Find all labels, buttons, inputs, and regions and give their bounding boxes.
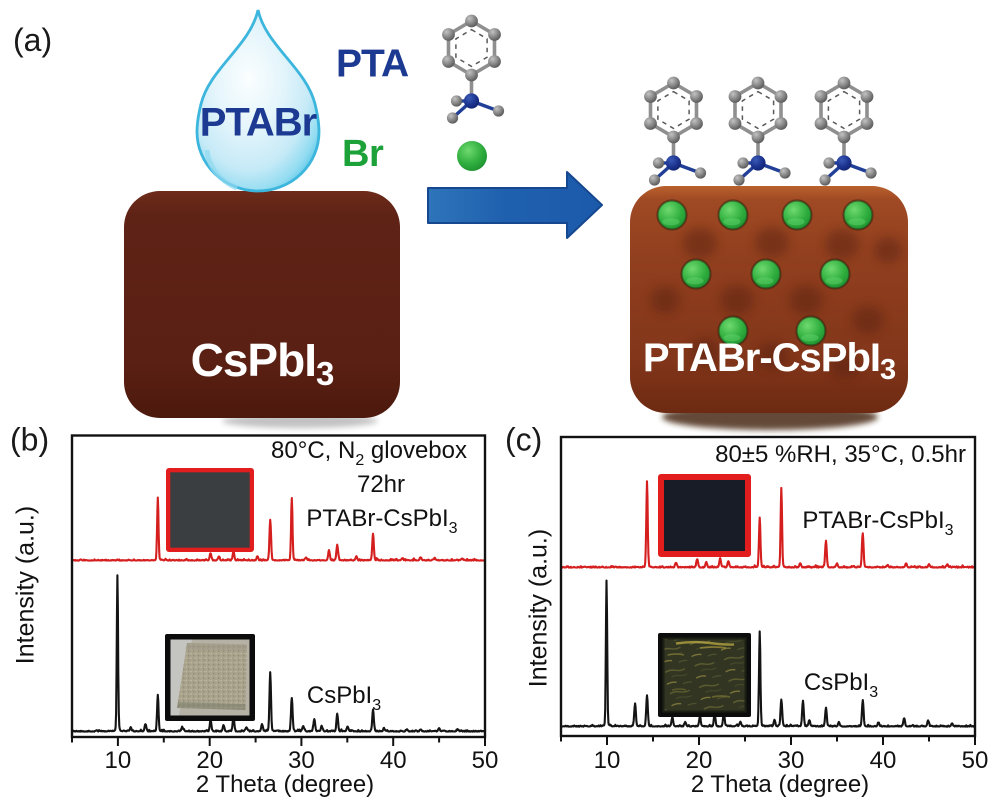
svg-text:PTABr-CsPbI3: PTABr-CsPbI3 [643, 336, 896, 386]
svg-text:50: 50 [962, 747, 989, 774]
svg-text:30: 30 [778, 747, 805, 774]
svg-text:50: 50 [472, 747, 499, 774]
svg-text:CsPbI3: CsPbI3 [307, 682, 381, 714]
svg-text:72hr: 72hr [357, 471, 405, 498]
svg-text:10: 10 [105, 747, 132, 774]
svg-text:PTABr-CsPbI3: PTABr-CsPbI3 [306, 505, 457, 537]
svg-text:Br: Br [342, 133, 384, 175]
svg-text:PTABr: PTABr [200, 101, 317, 145]
svg-text:Intensity (a.u.): Intensity (a.u.) [525, 529, 553, 687]
svg-text:2 Theta (degree): 2 Theta (degree) [691, 771, 869, 798]
svg-text:PTABr-CsPbI3: PTABr-CsPbI3 [802, 507, 953, 539]
svg-text:30: 30 [288, 747, 315, 774]
svg-text:80°C, N2 glovebox: 80°C, N2 glovebox [271, 437, 467, 469]
svg-text:(c): (c) [505, 422, 542, 458]
svg-text:(b): (b) [10, 422, 49, 458]
svg-text:20: 20 [686, 747, 713, 774]
svg-text:20: 20 [196, 747, 223, 774]
svg-text:PTA: PTA [336, 43, 409, 86]
svg-text:CsPbI3: CsPbI3 [804, 669, 878, 701]
svg-text:(a): (a) [13, 22, 52, 58]
svg-text:40: 40 [870, 747, 897, 774]
svg-text:40: 40 [380, 747, 407, 774]
svg-text:10: 10 [594, 747, 621, 774]
svg-text:CsPbI3: CsPbI3 [191, 334, 334, 392]
svg-text:2 Theta (degree): 2 Theta (degree) [196, 771, 374, 798]
svg-text:Intensity (a.u.): Intensity (a.u.) [12, 506, 40, 664]
svg-text:80±5 %RH, 35°C, 0.5hr: 80±5 %RH, 35°C, 0.5hr [715, 441, 966, 468]
